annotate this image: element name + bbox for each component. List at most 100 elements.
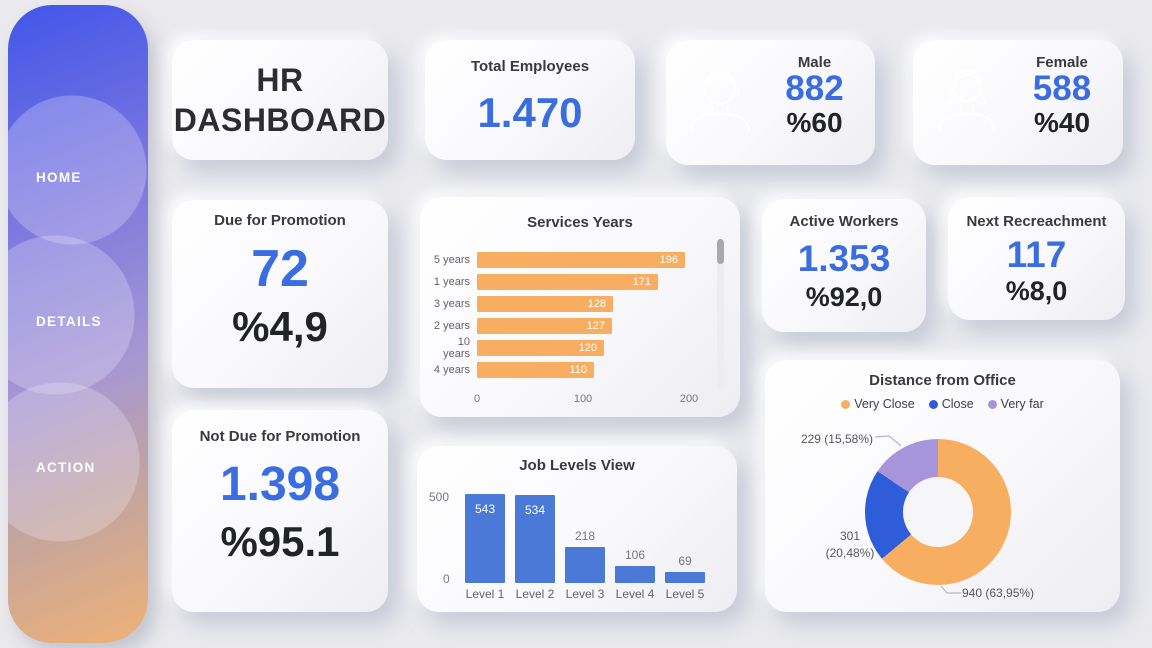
bar-value-label: 534 xyxy=(524,503,546,517)
card-due-for-promotion: Due for Promotion 72 %4,9 xyxy=(172,200,388,388)
legend-item-very-close[interactable]: Very Close xyxy=(841,397,915,411)
card-job-levels-chart: Job Levels View 500 0 543 534 218 106 69 Lev… xyxy=(417,446,737,612)
bar-level-4[interactable] xyxy=(615,566,655,583)
bar-level-1[interactable] xyxy=(465,494,505,583)
card-not-due-for-promotion: Not Due for Promotion 1.398 %95.1 xyxy=(172,410,388,612)
category-label: Level 3 xyxy=(565,587,605,601)
bar-value-label: 110 xyxy=(569,363,587,376)
sidebar-item-home[interactable]: HOME xyxy=(36,170,82,185)
bar-level-5[interactable] xyxy=(665,572,705,583)
legend-item-close[interactable]: Close xyxy=(928,397,974,411)
kpi-title: Not Due for Promotion xyxy=(199,428,361,445)
y-tick-label: 500 xyxy=(429,490,450,504)
sidebar: HOME DETAILS ACTION xyxy=(8,5,148,643)
female-avatar-icon xyxy=(925,58,1009,146)
bar-level-3[interactable] xyxy=(565,547,605,583)
job-levels-bar-wrap: 218 xyxy=(565,478,605,583)
kpi-value: 588 xyxy=(1032,69,1092,108)
distance-legend: Very Close Close Very far xyxy=(765,397,1120,411)
bar-3-years[interactable]: 128 xyxy=(477,296,613,312)
donut-label-very-close: 940 (63,95%) xyxy=(962,586,1035,600)
sidebar-item-details[interactable]: DETAILS xyxy=(36,314,102,329)
kpi-percent: %60 xyxy=(786,106,843,138)
job-levels-categories: Level 1 Level 2 Level 3 Level 4 Level 5 xyxy=(465,587,705,601)
kpi-value: 1.353 xyxy=(797,238,891,279)
bar-value-label: 128 xyxy=(587,297,606,310)
bar-2-years[interactable]: 127 xyxy=(477,318,612,334)
kpi-title: Female xyxy=(1036,54,1088,71)
services-years-row: 4 years 110 xyxy=(428,362,710,378)
job-levels-bar-wrap: 69 xyxy=(665,478,705,583)
card-distance-from-office-chart: Distance from Office Very Close Close Very… xyxy=(765,360,1120,612)
category-label: 5 years xyxy=(433,254,470,266)
kpi-title: Total Employees xyxy=(470,58,590,75)
services-years-bars: 5 years 196 1 years 171 3 years 128 2 years 127… xyxy=(428,252,710,384)
services-years-row: 3 years 128 xyxy=(428,296,710,312)
kpi-value: 72 xyxy=(251,240,309,298)
bar-4-years[interactable]: 110 xyxy=(477,362,594,378)
kpi-percent: %4,9 xyxy=(232,303,328,350)
scrollbar-track[interactable] xyxy=(717,239,724,391)
category-label: 4 years xyxy=(433,364,470,376)
kpi-value: 117 xyxy=(1006,234,1067,275)
job-levels-bar-wrap: 106 xyxy=(615,478,655,583)
bar-value-label: 127 xyxy=(586,319,605,332)
legend-label: Very Close xyxy=(854,397,915,411)
scrollbar-thumb[interactable] xyxy=(717,239,724,264)
card-active-workers: Active Workers 1.353 %92,0 xyxy=(762,199,926,332)
category-label: Level 5 xyxy=(665,587,705,601)
donut-label-close-percent: (20,48%) xyxy=(825,546,875,561)
services-years-row: 1 years 171 xyxy=(428,274,710,290)
donut-label-close: 301 (20,48%) xyxy=(820,528,880,563)
category-label: Level 4 xyxy=(615,587,655,601)
bar-10-years[interactable]: 120 xyxy=(477,340,604,356)
job-levels-bar-wrap: 534 xyxy=(515,478,555,583)
page-title: HR DASHBOARD xyxy=(174,60,387,140)
bar-value-label: 69 xyxy=(678,554,692,568)
kpi-value: 1.398 xyxy=(219,458,341,511)
donut-label-close-value: 301 xyxy=(839,529,861,543)
x-tick-label: 0 xyxy=(473,393,481,405)
distance-donut[interactable] xyxy=(865,439,1011,585)
kpi-value: 882 xyxy=(785,69,844,108)
job-levels-bar-wrap: 543 xyxy=(465,478,505,583)
category-label: Level 1 xyxy=(465,587,505,601)
sidebar-item-action[interactable]: ACTION xyxy=(36,460,96,475)
services-years-row: 2 years 127 xyxy=(428,318,710,334)
chart-title: Distance from Office xyxy=(869,372,1016,389)
male-avatar-icon xyxy=(678,58,762,146)
bar-value-label: 120 xyxy=(578,341,597,354)
kpi-value: 1.470 xyxy=(477,89,583,136)
bar-1-years[interactable]: 171 xyxy=(477,274,658,290)
card-female: Female 588 %40 xyxy=(913,40,1123,165)
bar-value-label: 543 xyxy=(474,502,496,516)
services-years-row: 10 years 120 xyxy=(428,336,710,360)
services-years-x-axis: 0 100 200 xyxy=(473,393,707,407)
donut-label-very-far: 229 (15,58%) xyxy=(800,432,873,446)
kpi-title: Next Recreachment xyxy=(966,213,1107,230)
y-tick-label: 0 xyxy=(443,572,450,586)
bar-5-years[interactable]: 196 xyxy=(477,252,685,268)
kpi-title: Active Workers xyxy=(789,213,899,230)
legend-item-very-far[interactable]: Very far xyxy=(987,397,1044,411)
category-label: 10 years xyxy=(443,336,470,360)
card-next-recreachment: Next Recreachment 117 %8,0 xyxy=(948,197,1125,320)
kpi-percent: %95.1 xyxy=(220,518,340,565)
x-tick-label: 100 xyxy=(573,393,593,405)
kpi-title: Due for Promotion xyxy=(214,212,346,229)
legend-label: Very far xyxy=(1000,397,1044,411)
bar-value-label: 218 xyxy=(574,529,596,543)
kpi-percent: %92,0 xyxy=(805,282,883,312)
card-services-years-chart: Services Years 5 years 196 1 years 171 3 yea… xyxy=(420,197,740,417)
bar-level-2[interactable] xyxy=(515,495,555,583)
card-male: Male 882 %60 xyxy=(666,40,875,165)
card-total-employees: Total Employees 1.470 xyxy=(425,40,635,160)
kpi-title: Male xyxy=(797,54,832,71)
bar-value-label: 196 xyxy=(659,253,678,266)
legend-dot-icon xyxy=(928,399,938,409)
bar-value-label: 171 xyxy=(632,275,651,288)
category-label: Level 2 xyxy=(515,587,555,601)
chart-title: Services Years xyxy=(527,214,633,231)
kpi-percent: %40 xyxy=(1033,106,1091,138)
